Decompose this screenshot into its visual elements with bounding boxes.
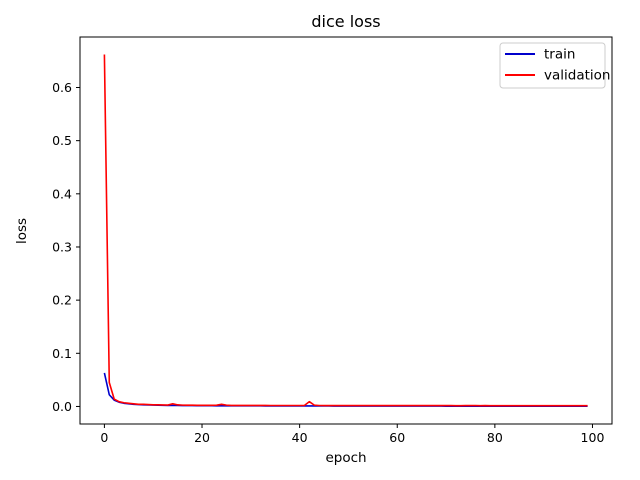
y-tick-label: 0.0 [52,399,72,414]
y-tick-label: 0.4 [52,186,72,201]
y-tick-label: 0.1 [52,346,72,361]
x-axis-label: epoch [325,450,366,466]
legend: train validation [499,42,610,89]
x-tick-label: 0 [100,430,108,445]
x-tick-label: 100 [581,430,605,445]
plot-lines [103,54,588,407]
legend-label-validation: validation [544,68,610,84]
x-tick-label: 60 [389,430,405,445]
x-tick-label: 80 [487,430,503,445]
chart-title: dice loss [311,12,380,31]
x-tick-label: 40 [292,430,308,445]
y-tick-label: 0.6 [52,80,72,95]
x-tick-label: 20 [194,430,210,445]
x-axis-ticks: 0 20 40 60 80 100 [100,424,604,445]
series-line-validation [103,54,588,407]
y-tick-label: 0.5 [52,133,72,148]
y-tick-label: 0.2 [52,293,72,308]
y-axis-label: loss [14,218,30,244]
y-axis-ticks: 0.0 0.1 0.2 0.3 0.4 0.5 0.6 [52,80,80,414]
y-tick-label: 0.3 [52,239,72,254]
plot-frame [79,36,613,425]
legend-label-train: train [544,47,575,63]
